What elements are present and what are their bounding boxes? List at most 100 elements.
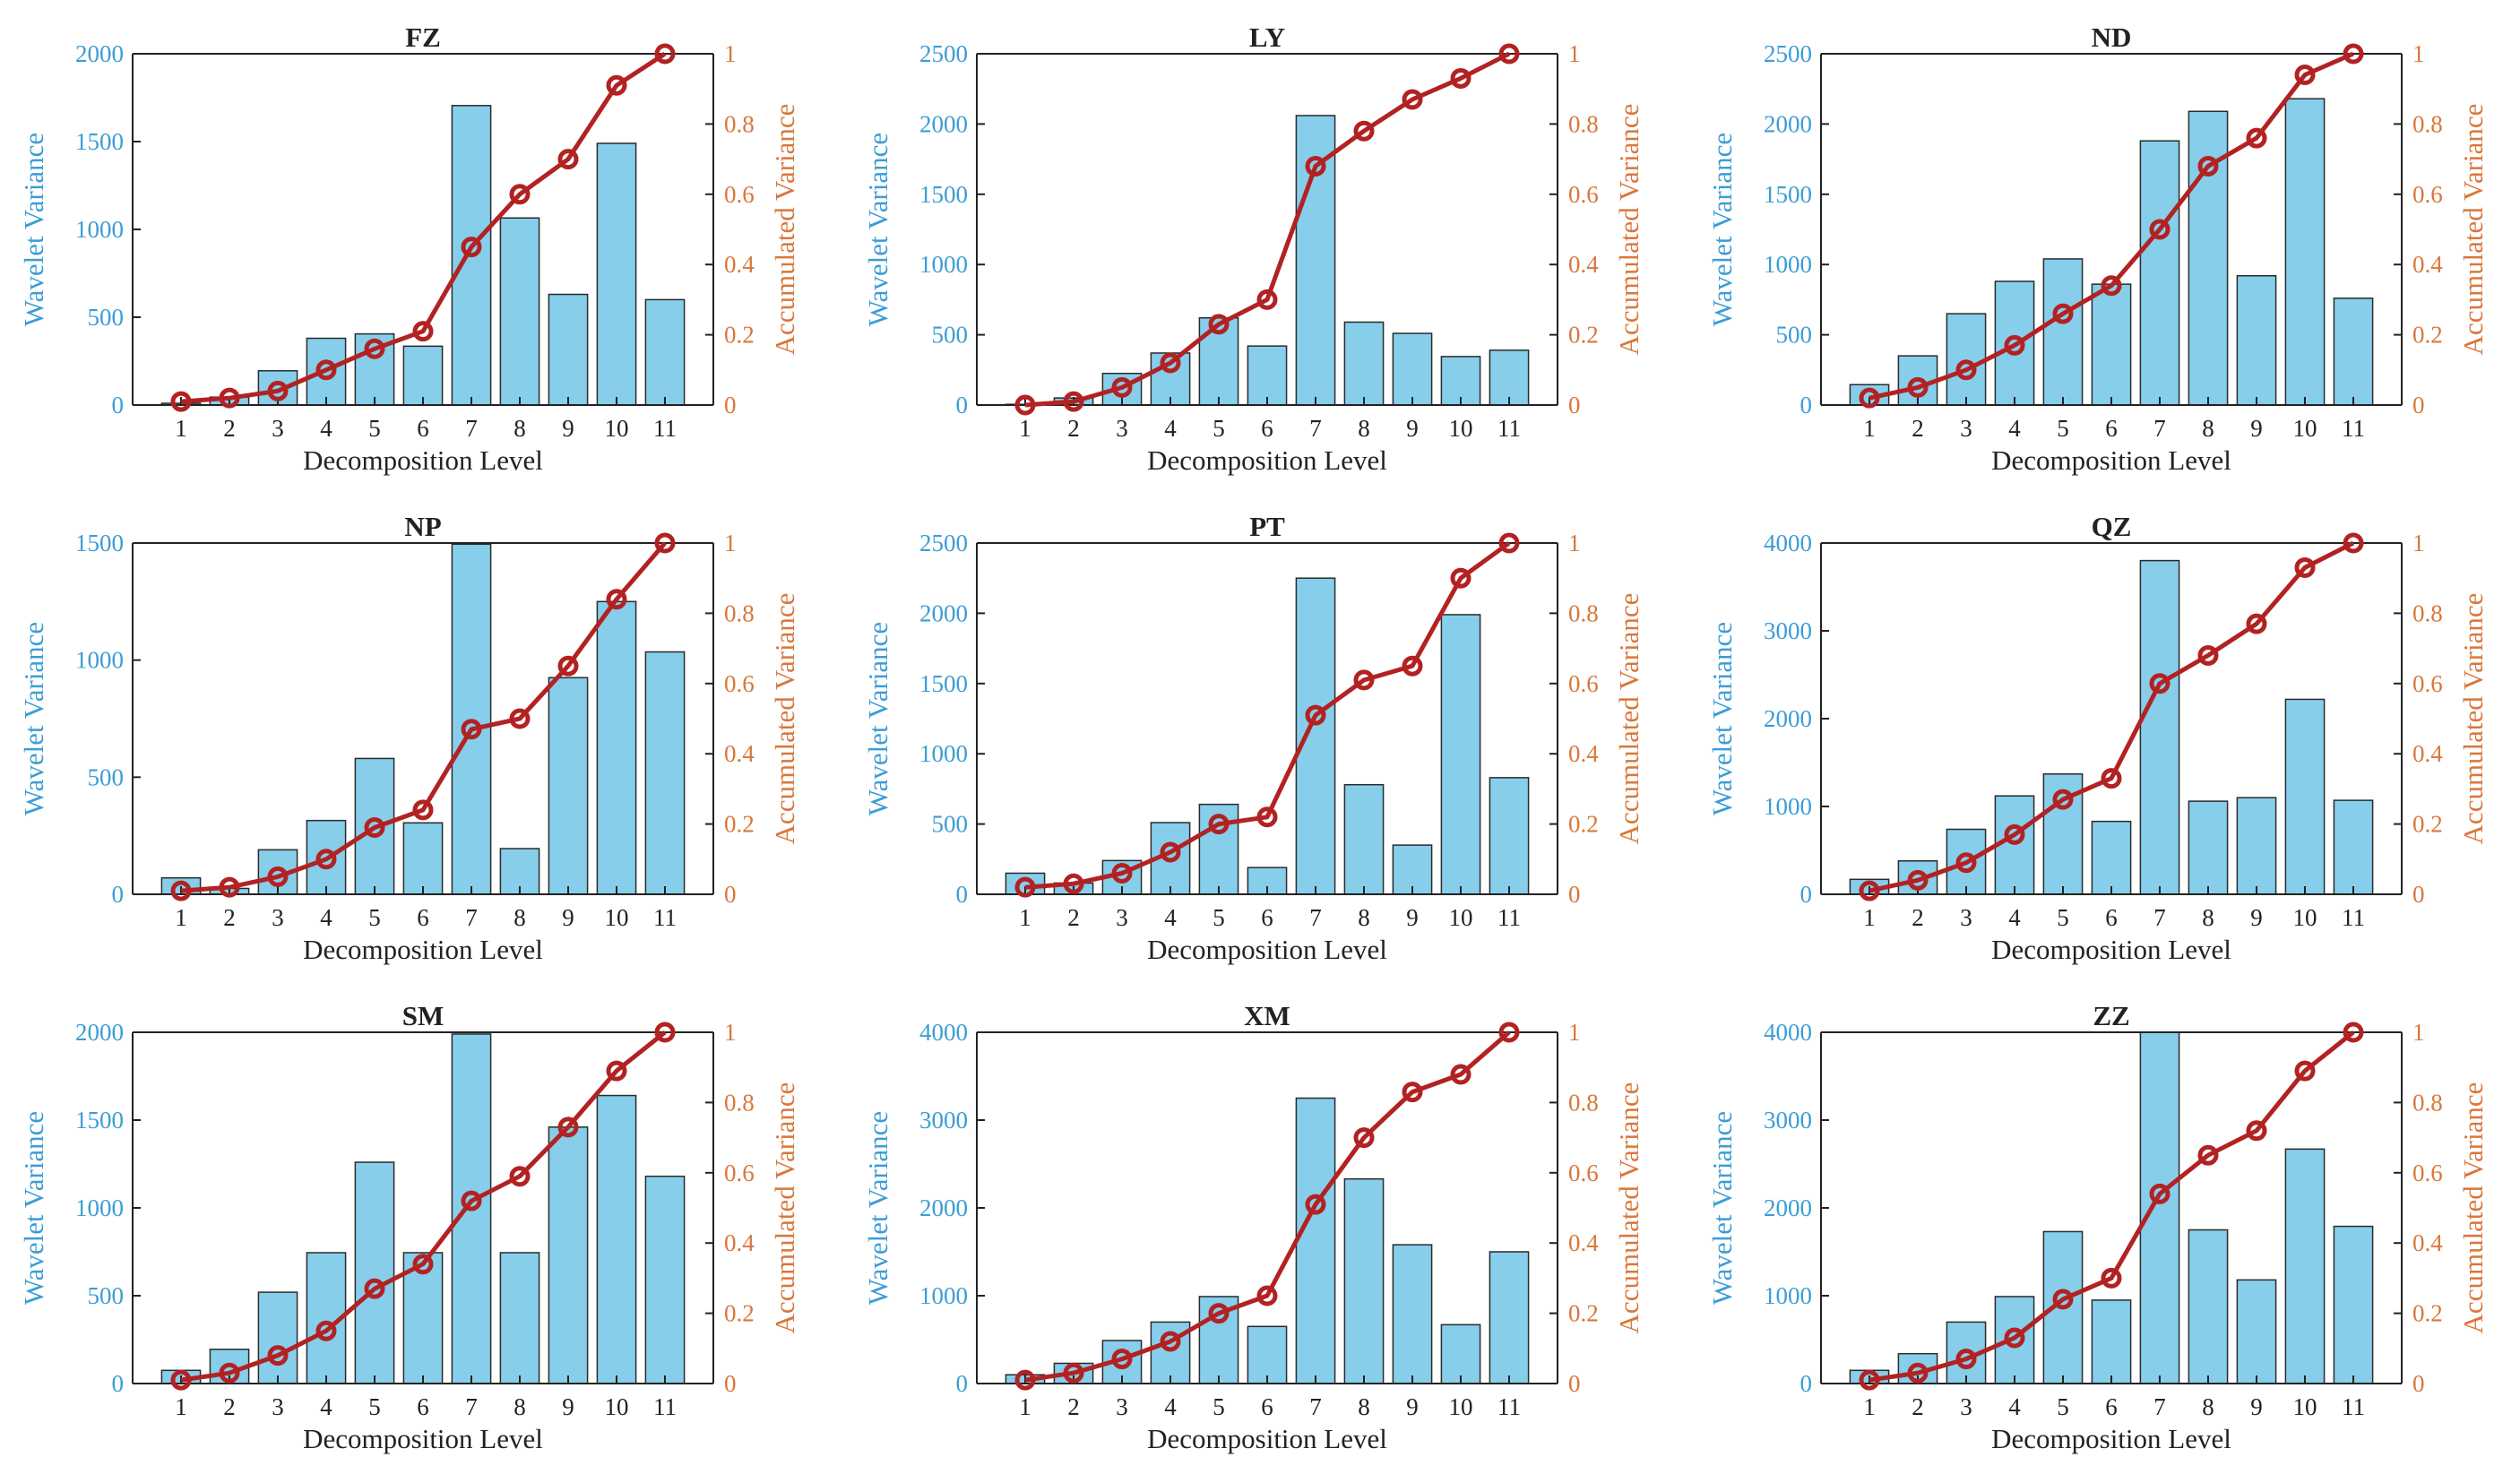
bar-level-11 <box>2333 799 2374 895</box>
x-tick-label: 6 <box>417 904 429 931</box>
bar-level-11 <box>1489 1251 1530 1384</box>
y-tick-label: 2500 <box>919 530 968 556</box>
x-axis-label: Decomposition Level <box>1991 934 2231 965</box>
bar-level-6 <box>402 345 444 406</box>
accumulated-marker-level-8 <box>1353 120 1375 142</box>
y-tick-label: 2000 <box>919 1194 968 1221</box>
y2-tick-label: 0.6 <box>724 670 755 697</box>
accumulated-marker-level-3 <box>267 866 289 887</box>
x-tick-label: 3 <box>1116 904 1128 931</box>
accumulated-marker-level-4 <box>315 1320 337 1341</box>
accumulated-marker-level-6 <box>1256 289 1278 310</box>
accumulated-marker-level-10 <box>1450 67 1471 89</box>
y2-tick-label: 0.2 <box>1568 811 1599 838</box>
x-axis-label: Decomposition Level <box>303 1423 543 1454</box>
x-tick-label: 10 <box>2293 904 2317 931</box>
accumulated-marker-level-6 <box>2101 768 2122 789</box>
accumulated-marker-level-3 <box>1955 1349 1977 1370</box>
bar-level-9 <box>1392 844 1433 895</box>
accumulated-marker-level-8 <box>2197 644 2219 666</box>
y2-tick-label: 0.8 <box>2412 599 2443 626</box>
x-tick-label: 4 <box>2008 415 2021 442</box>
x-tick-label: 11 <box>653 904 677 931</box>
y-tick-label: 0 <box>956 881 969 908</box>
y-tick-label: 2500 <box>1764 40 1812 67</box>
y-tick-label: 1500 <box>919 181 968 208</box>
y2-tick-label: 0.6 <box>2412 1160 2443 1186</box>
accumulated-marker-level-11 <box>2343 43 2364 65</box>
x-tick-label: 4 <box>320 1393 332 1420</box>
bar-level-10 <box>596 600 637 895</box>
y2-tick-label: 1 <box>724 40 737 67</box>
x-tick-label: 2 <box>223 1393 236 1420</box>
accumulated-marker-level-9 <box>1402 89 1423 110</box>
x-tick-label: 1 <box>1863 904 1876 931</box>
x-tick-label: 8 <box>1358 415 1370 442</box>
y2-tick-label: 0.2 <box>2412 811 2443 838</box>
accumulated-marker-level-6 <box>2101 1267 2122 1289</box>
x-axis-label: Decomposition Level <box>1991 1423 2231 1454</box>
y2-tick-label: 0.8 <box>2412 110 2443 137</box>
y2-tick-label: 0 <box>1568 881 1581 908</box>
x-tick-label: 11 <box>2342 904 2365 931</box>
y-tick-label: 3000 <box>1764 617 1812 644</box>
y2-tick-label: 0.4 <box>2412 1229 2443 1256</box>
bar-level-9 <box>1392 332 1433 406</box>
bar-level-10 <box>1440 356 1481 406</box>
accumulated-marker-level-3 <box>1111 1349 1133 1370</box>
accumulated-marker-level-9 <box>1402 655 1423 677</box>
x-axis-label: Decomposition Level <box>1147 1423 1387 1454</box>
x-tick-label: 9 <box>2250 1393 2263 1420</box>
x-tick-label: 10 <box>605 1393 629 1420</box>
bar-level-11 <box>2333 297 2374 406</box>
bar-level-8 <box>1343 783 1385 895</box>
y-tick-label: 1000 <box>919 251 968 278</box>
x-tick-label: 7 <box>2153 1393 2166 1420</box>
accumulated-marker-level-4 <box>2004 823 2025 845</box>
x-tick-label: 7 <box>2153 904 2166 931</box>
y2-tick-label: 0.6 <box>724 1160 755 1186</box>
y2-tick-label: 0.4 <box>1568 1229 1599 1256</box>
accumulated-marker-level-1 <box>1859 1369 1880 1391</box>
y-tick-label: 1000 <box>75 1194 124 1221</box>
bar-level-11 <box>1489 349 1530 406</box>
accumulated-marker-level-1 <box>1014 1369 1036 1391</box>
accumulated-marker-level-9 <box>1402 1082 1423 1103</box>
accumulated-marker-level-8 <box>1353 1127 1375 1149</box>
x-tick-label: 7 <box>1309 1393 1322 1420</box>
accumulated-marker-level-7 <box>1305 704 1326 726</box>
bar-level-8 <box>2188 110 2229 406</box>
accumulated-marker-level-2 <box>1907 376 1929 398</box>
accumulated-marker-level-3 <box>1111 862 1133 884</box>
bar-level-6 <box>402 1252 444 1384</box>
y-tick-label: 0 <box>1800 1370 1813 1397</box>
accumulated-marker-level-9 <box>2246 127 2267 149</box>
bar-level-10 <box>1440 1323 1481 1384</box>
y-axis-label: Wavelet Variance <box>1706 1111 1738 1305</box>
x-tick-label: 8 <box>513 1393 526 1420</box>
bar-level-9 <box>548 1126 589 1384</box>
y2-tick-label: 0.8 <box>2412 1089 2443 1116</box>
y-tick-label: 1500 <box>75 128 124 155</box>
x-tick-label: 11 <box>653 1393 677 1420</box>
bar-level-9 <box>2236 797 2277 895</box>
y2-axis-label: Accumulated Variance <box>2457 1082 2489 1334</box>
x-tick-label: 2 <box>223 904 236 931</box>
accumulated-marker-level-8 <box>509 184 531 205</box>
bar-level-6 <box>402 822 444 895</box>
y2-tick-label: 0.2 <box>724 811 755 838</box>
accumulated-marker-level-7 <box>2149 1183 2170 1204</box>
x-axis-label: Decomposition Level <box>1147 444 1387 476</box>
accumulated-marker-level-10 <box>2294 65 2316 86</box>
accumulated-marker-level-10 <box>606 1060 627 1082</box>
accumulated-marker-level-11 <box>654 1022 676 1043</box>
accumulated-marker-level-10 <box>1450 1064 1471 1085</box>
accumulated-marker-level-6 <box>412 1254 434 1275</box>
bar-level-6 <box>1247 1325 1288 1384</box>
x-tick-label: 4 <box>1164 415 1177 442</box>
y-tick-label: 1000 <box>1764 1282 1812 1309</box>
